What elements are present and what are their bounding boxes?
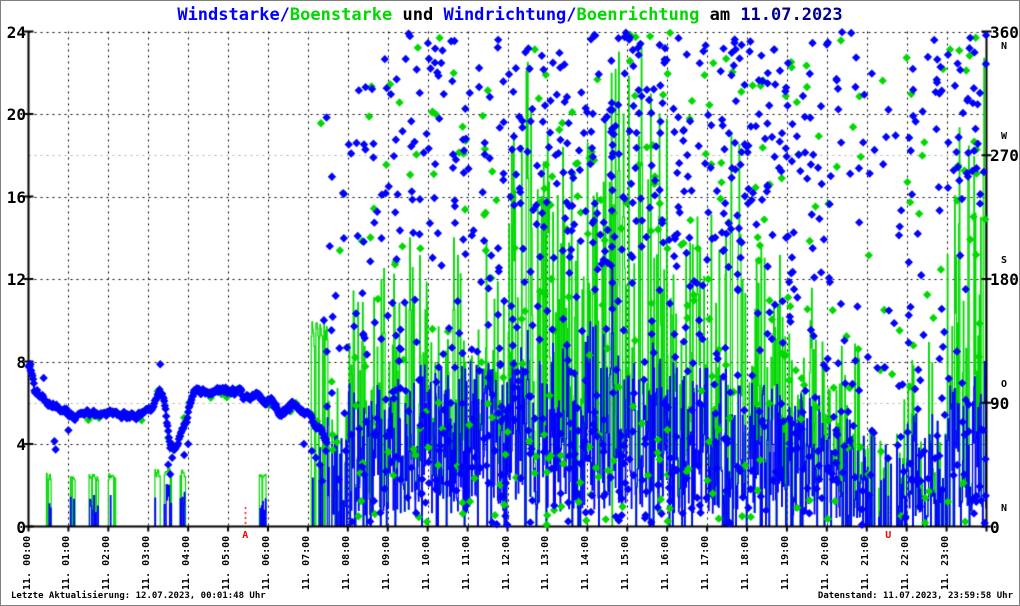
- y-right-tick-label: 360: [990, 22, 1019, 42]
- y-left-tick-label: 12: [6, 270, 26, 289]
- x-tick-label: 11. 13:00: [540, 535, 552, 590]
- y-left-tick-label: 24: [6, 22, 26, 42]
- x-tick-label: 11. 20:00: [819, 535, 831, 590]
- x-tick-label: 11. 10:00: [420, 535, 432, 590]
- y-right-tick-label: 0: [990, 517, 1000, 537]
- x-tick-label: 11. 11:00: [460, 535, 472, 590]
- y-left-tick-label: 20: [6, 105, 26, 124]
- x-tick-label: 11. 23:00: [939, 535, 951, 590]
- chart-title: Windstarke/Boenstarke und Windrichtung/B…: [1, 5, 1019, 25]
- x-tick-label: 11. 05:00: [221, 535, 233, 590]
- y-right-tick-label: 180: [990, 270, 1019, 289]
- x-tick-label: 11. 15:00: [620, 535, 632, 590]
- title-part-und: und: [392, 5, 444, 25]
- y-left-tick-label: 0: [16, 517, 26, 537]
- x-tick-label: 11. 08:00: [340, 535, 352, 590]
- x-tick-label: 11. 14:00: [580, 535, 592, 590]
- x-tick-label: 11. 04:00: [181, 535, 193, 590]
- compass-label: W: [1001, 131, 1008, 143]
- x-tick-label: 11. 09:00: [380, 535, 392, 590]
- x-tick-label: 11. 16:00: [660, 535, 672, 590]
- title-part-windrichtung: Windrichtung/: [443, 5, 577, 25]
- y-right-tick-label: 90: [990, 393, 1010, 413]
- x-tick-label: 11. 06:00: [261, 535, 272, 590]
- compass-label: O: [1001, 378, 1008, 390]
- x-tick-label: 11. 00:00: [21, 535, 33, 590]
- y-left-tick-label: 16: [6, 187, 26, 207]
- x-tick-label: 11. 12:00: [500, 535, 512, 590]
- y-right-tick-label: 270: [990, 146, 1019, 166]
- data-timestamp-text: Datenstand: 11.07.2023, 23:59:58 Uhr: [817, 591, 1013, 601]
- y-left-tick-label: 8: [16, 352, 26, 372]
- x-tick-label: 11. 19:00: [779, 535, 791, 590]
- title-part-date: 11.07.2023: [740, 5, 843, 25]
- x-tick-label: 11. 22:00: [899, 535, 911, 590]
- x-tick-label: 11. 03:00: [141, 535, 153, 590]
- y-left-tick-label: 4: [16, 435, 26, 454]
- x-tick-label: 11. 17:00: [700, 535, 712, 590]
- title-part-boenstaerke: Boenstarke: [289, 5, 393, 25]
- compass-label: S: [1001, 255, 1008, 266]
- sunset-marker-label: U: [885, 530, 892, 541]
- last-update-text: Letzte Aktualisierung: 12.07.2023, 00:01…: [11, 591, 266, 601]
- title-part-boenrichtung: Boenrichtung: [576, 5, 700, 25]
- x-tick-label: 11. 01:00: [61, 535, 73, 590]
- x-tick-label: 11. 02:00: [101, 535, 113, 590]
- title-part-windstaerke: Windstarke/: [177, 5, 290, 25]
- sunrise-marker-label: A: [242, 530, 249, 541]
- compass-label: N: [1001, 40, 1008, 52]
- x-tick-label: 11. 21:00: [859, 535, 871, 590]
- title-part-am: am: [699, 5, 741, 25]
- x-tick-label: 11. 18:00: [740, 535, 751, 590]
- compass-label: N: [1001, 502, 1008, 514]
- x-tick-label: 11. 07:00: [300, 535, 312, 590]
